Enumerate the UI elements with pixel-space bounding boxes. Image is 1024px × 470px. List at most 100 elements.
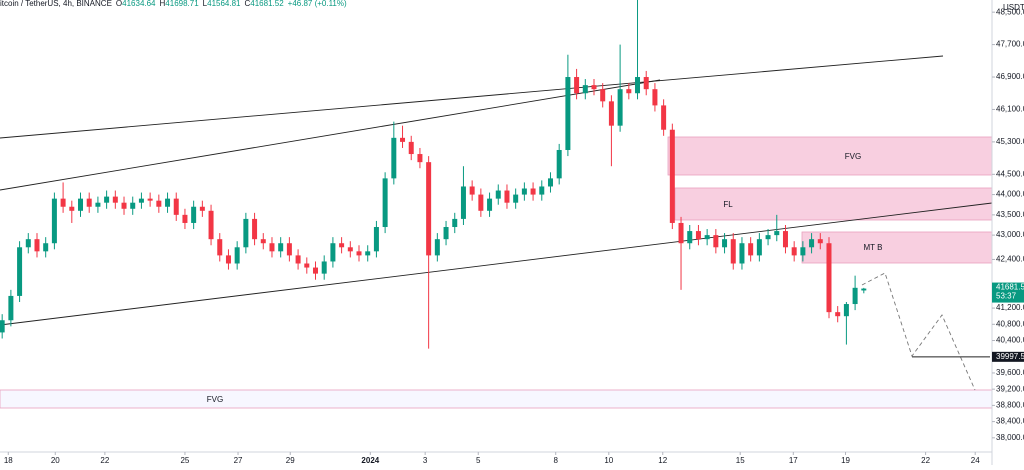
c-key: C <box>245 0 251 8</box>
x-tick-label: 2024 <box>361 456 379 465</box>
candle-body <box>565 77 571 150</box>
l-key: L <box>203 0 208 8</box>
candle-body <box>756 239 762 256</box>
candle-body <box>199 206 205 211</box>
candle-body <box>243 218 249 248</box>
candle-body <box>748 243 754 256</box>
x-tick-label: 25 <box>180 456 189 465</box>
candle-body <box>460 186 466 219</box>
candle-body <box>321 261 327 274</box>
y-tick-label: 44,000.00 <box>996 190 1024 199</box>
candle-body <box>173 198 179 215</box>
candle-body <box>95 202 101 207</box>
candle-body <box>782 231 788 248</box>
candle-body <box>852 287 858 305</box>
x-tick-label: 27 <box>234 456 243 465</box>
x-tick-label: 22 <box>100 456 109 465</box>
candle-body <box>434 239 440 256</box>
y-tick-label: 38,400.00 <box>996 417 1024 426</box>
candle-body <box>225 255 231 264</box>
candle-body <box>669 129 675 223</box>
candle-body <box>704 235 710 240</box>
candle-body <box>452 218 458 228</box>
x-tick-label: 29 <box>286 456 295 465</box>
candle-body <box>687 231 693 244</box>
trend-line <box>0 202 993 326</box>
candle-body <box>25 239 31 248</box>
candle-body <box>530 188 536 195</box>
candle-body <box>774 231 780 236</box>
last-price-label: 41681.52 <box>996 283 1024 292</box>
x-tick-label: 10 <box>604 456 613 465</box>
x-tick-label: 22 <box>921 456 930 465</box>
candle-body <box>739 243 745 264</box>
x-tick-label: 12 <box>658 456 667 465</box>
o-value: 41634.64 <box>122 0 156 8</box>
candle-body <box>443 227 449 240</box>
y-tick-label: 45,300.00 <box>996 137 1024 146</box>
h-value: 41698.71 <box>165 0 199 8</box>
candle-body <box>78 198 84 211</box>
last-price-bg <box>992 282 1024 303</box>
x-tick-label: 8 <box>553 456 558 465</box>
candle-body <box>835 312 841 317</box>
level-label: 39997.56 <box>996 352 1024 361</box>
fl-zone <box>674 187 993 221</box>
candle-body <box>652 89 658 106</box>
candle-body <box>51 198 57 244</box>
candle-body <box>800 247 806 256</box>
candle-body <box>643 77 649 90</box>
candle-body <box>339 243 345 248</box>
candle-body <box>469 186 475 195</box>
level-label-bg <box>992 351 1024 362</box>
candle-body <box>843 304 849 317</box>
y-tick-label: 38,800.00 <box>996 400 1024 409</box>
candle-body <box>104 196 110 203</box>
zone-label: FVG <box>845 152 861 161</box>
x-tick-label: 24 <box>971 456 980 465</box>
y-tick-label: 39,600.00 <box>996 368 1024 377</box>
candle-body <box>608 101 614 126</box>
candle-body <box>286 243 292 256</box>
y-tick-label: 46,900.00 <box>996 72 1024 81</box>
candle-body <box>678 222 684 244</box>
o-key: O <box>116 0 122 8</box>
candle-body <box>147 198 153 201</box>
y-tick-label: 46,100.00 <box>996 105 1024 114</box>
candle-body <box>356 251 362 256</box>
candle-body <box>138 198 144 203</box>
l-value: 41564.81 <box>207 0 241 8</box>
candle-body <box>408 141 414 155</box>
y-tick-label: 40,400.00 <box>996 336 1024 345</box>
x-tick-label: 18 <box>4 456 13 465</box>
candle-body <box>130 202 136 209</box>
candle-body <box>312 267 318 274</box>
candle-body <box>809 239 815 248</box>
candle-body <box>234 247 240 264</box>
candle-body <box>69 206 75 211</box>
candle-body <box>347 247 353 252</box>
candle-body <box>626 89 632 94</box>
candle-body <box>121 202 127 209</box>
y-tick-label: 42,400.00 <box>996 255 1024 264</box>
y-tick-label: 41,200.00 <box>996 303 1024 312</box>
candle-body <box>17 247 23 296</box>
candle-body <box>730 239 736 264</box>
candle-body <box>86 198 92 207</box>
symbol: itcoin / TetherUS, 4h, BINANCE <box>0 0 112 8</box>
y-tick-label: 43,000.00 <box>996 230 1024 239</box>
candle-body <box>400 137 406 142</box>
candle-body <box>817 239 823 244</box>
candle-body <box>391 137 397 179</box>
x-tick-label: 5 <box>476 456 481 465</box>
candle-body <box>513 194 519 203</box>
candle-body <box>304 263 310 268</box>
candles <box>0 0 867 349</box>
h-key: H <box>160 0 166 8</box>
candle-body <box>417 154 423 163</box>
candle-body <box>478 194 484 211</box>
x-tick-label: 20 <box>51 456 60 465</box>
candle-body <box>260 239 266 244</box>
x-tick-label: 17 <box>789 456 798 465</box>
candle-body <box>556 149 562 179</box>
